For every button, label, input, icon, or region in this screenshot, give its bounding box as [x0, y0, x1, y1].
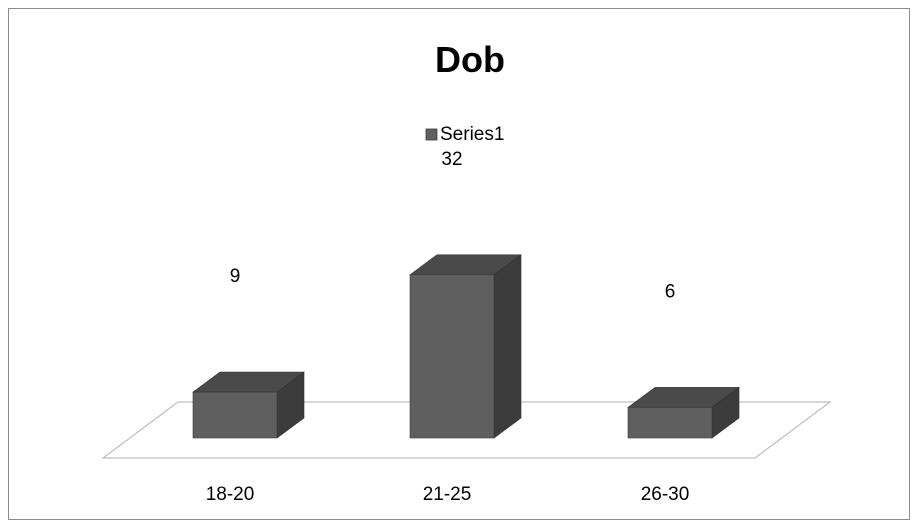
chart-title: Dob: [435, 39, 505, 80]
bar-front-face: [192, 391, 278, 439]
x-tick-label-26-30: 26-30: [641, 484, 690, 505]
bar-18-20: [192, 371, 305, 439]
legend-label: Series1: [440, 124, 504, 145]
chart-legend: Series1: [425, 124, 504, 145]
data-label-21-25: 32: [441, 149, 462, 170]
x-tick-label-18-20: 18-20: [206, 484, 255, 505]
bar-26-30: [627, 386, 740, 439]
data-label-26-30: 6: [665, 281, 676, 302]
bar-front-face: [627, 407, 713, 439]
value-labels-group: 9 32 6: [230, 149, 676, 303]
legend-swatch: [425, 128, 438, 141]
bar-side-face: [493, 254, 522, 439]
data-label-18-20: 9: [230, 266, 241, 287]
tick-labels-group: 18-20 21-25 26-30: [206, 484, 690, 505]
bars-group: [192, 254, 740, 439]
bar-front-face: [409, 274, 495, 439]
bar-21-25: [409, 254, 522, 439]
x-tick-label-21-25: 21-25: [423, 484, 472, 505]
